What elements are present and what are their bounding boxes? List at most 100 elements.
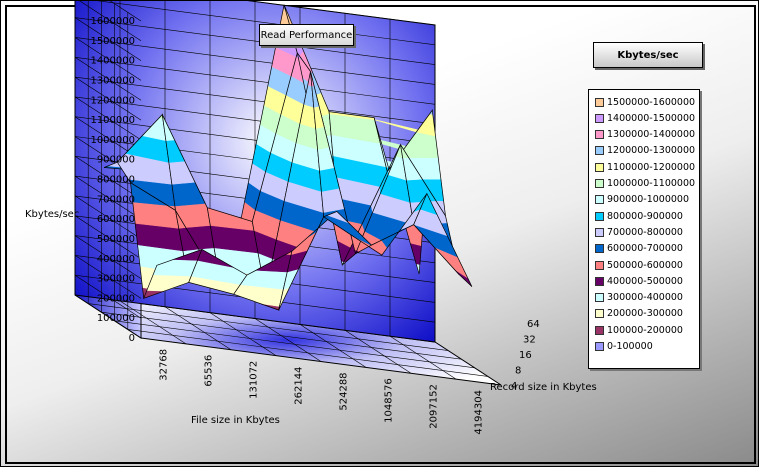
legend-label: 1200000-1300000	[607, 145, 696, 157]
x-tick-label: 4194304	[474, 390, 485, 435]
y-tick-label: 8	[515, 366, 521, 377]
legend-item: 700000-800000	[595, 225, 683, 239]
legend-swatch	[595, 195, 604, 205]
z-axis-label: Kbytes/sec	[25, 209, 79, 220]
y-gridline-floor	[88, 303, 449, 351]
z-tick-label: 1400000	[90, 56, 135, 67]
legend-swatch	[595, 342, 604, 351]
x-axis-label: File size in Kbytes	[191, 415, 280, 426]
x-tick-label: 524288	[339, 372, 350, 410]
legend-label: 700000-800000	[607, 226, 683, 238]
legend-swatch	[595, 309, 604, 319]
chart-border	[5, 5, 756, 464]
legend-label: 1000000-1100000	[607, 178, 696, 189]
x-tick-label: 65536	[204, 355, 215, 387]
legend-label: 1300000-1400000	[607, 129, 696, 141]
legend-item: 500000-600000	[595, 258, 683, 272]
legend-label: 600000-700000	[607, 243, 683, 255]
y-gridline-floor	[101, 311, 462, 360]
legend-item: 1500000-1600000	[595, 95, 695, 109]
z-tick-label: 1500000	[90, 36, 135, 47]
y-tick-label: 16	[519, 350, 532, 361]
legend-item: 1300000-1400000	[595, 128, 695, 142]
x-gridline-floor	[254, 318, 322, 362]
legend-swatch	[595, 130, 604, 140]
legend-item: 1200000-1300000	[595, 144, 695, 158]
legend-label: 300000-400000	[607, 292, 683, 304]
z-gridline	[74, 37, 436, 85]
z-tick-label: 0	[129, 333, 135, 344]
surface-cell	[413, 192, 473, 287]
legend-item: 0-100000	[595, 340, 653, 354]
z-tick-label: 200000	[97, 293, 135, 304]
legend-label: 800000-900000	[607, 210, 683, 222]
z-gridline	[109, 1, 436, 26]
legend-item: 100000-200000	[595, 323, 683, 337]
legend: 1500000-1600000 1400000-1500000 1300000-14…	[588, 89, 700, 369]
z-tick-label: 700000	[97, 194, 135, 205]
legend-swatch	[595, 113, 604, 123]
legend-swatch	[595, 179, 604, 188]
legend-item: 800000-900000	[595, 209, 683, 223]
z-tick-label: 1100000	[90, 115, 135, 126]
z-tick-label: 1000000	[90, 135, 135, 146]
legend-swatch	[595, 293, 604, 303]
x-tick-label: 32768	[159, 349, 170, 381]
surface-plot	[103, 4, 473, 311]
legend-item: 1000000-1100000	[595, 177, 695, 191]
legend-swatch	[595, 325, 604, 335]
chart-axes: 0 100000 200000 300000 400000 500000 600000 700…	[25, 16, 597, 435]
legend-swatch	[595, 162, 604, 172]
legend-swatch	[595, 227, 604, 237]
y-tick-label: 32	[523, 335, 536, 346]
legend-label: 200000-300000	[607, 308, 683, 320]
legend-swatch	[595, 97, 604, 107]
y-tick-label: 64	[527, 319, 540, 330]
chart-title: Read Performance	[259, 24, 354, 46]
x-gridline-floor	[209, 312, 277, 356]
legend-label: 0-100000	[607, 341, 653, 352]
z-gridline	[74, 215, 436, 264]
z-tick-label: 1300000	[90, 75, 135, 86]
legend-title: Kbytes/sec	[593, 42, 703, 68]
z-gridline	[74, 17, 436, 65]
y-gridline-floor	[127, 329, 488, 377]
x-gridline-floor	[344, 329, 412, 374]
z-gridline	[74, 274, 436, 323]
y-gridline-floor	[114, 320, 475, 369]
legend-swatch	[595, 244, 604, 254]
legend-item: 200000-300000	[595, 307, 683, 321]
legend-item: 900000-1000000	[595, 193, 689, 207]
legend-label: 900000-1000000	[607, 194, 690, 206]
z-tick-label: 100000	[97, 313, 135, 324]
legend-swatch	[595, 146, 604, 156]
x-tick-label: 131072	[249, 361, 260, 399]
x-gridline-floor	[389, 335, 457, 380]
z-tick-label: 800000	[97, 175, 135, 186]
legend-item: 400000-500000	[595, 274, 683, 288]
legend-label: 100000-200000	[607, 324, 683, 336]
x-tick-label: 262144	[294, 367, 305, 405]
legend-label: 1400000-1500000	[607, 112, 696, 124]
x-gridline-floor	[164, 306, 232, 351]
z-tick-label: 500000	[97, 234, 135, 245]
legend-label: 1500000-1600000	[607, 96, 696, 108]
legend-item: 1100000-1200000	[595, 160, 695, 174]
legend-item: 600000-700000	[595, 242, 683, 256]
y-tick-label: 4	[511, 381, 517, 392]
legend-swatch	[595, 276, 604, 286]
z-tick-label: 600000	[97, 214, 135, 225]
legend-label: 500000-600000	[607, 259, 683, 271]
z-tick-label: 300000	[97, 274, 135, 285]
x-gridline-floor	[299, 324, 367, 368]
z-tick-label: 900000	[97, 155, 135, 166]
z-tick-label: 1200000	[90, 95, 135, 106]
legend-swatch	[595, 260, 604, 270]
z-tick-label: 400000	[97, 254, 135, 265]
x-gridline-floor	[119, 300, 187, 345]
legend-label: 1100000-1200000	[607, 161, 696, 173]
legend-item: 300000-400000	[595, 291, 683, 305]
z-gridline	[74, 235, 436, 283]
z-gridline	[74, 255, 436, 303]
